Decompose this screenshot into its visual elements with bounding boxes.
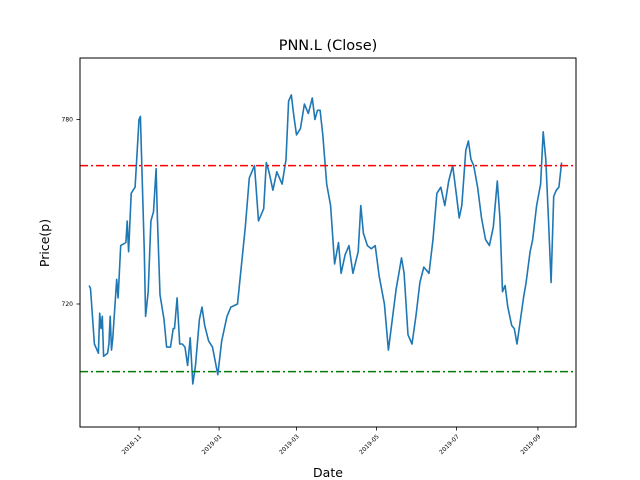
y-axis: 720 780 bbox=[62, 117, 80, 308]
chart-title: PNN.L (Close) bbox=[279, 38, 378, 54]
price-series-line bbox=[88, 94, 563, 385]
plot-area bbox=[80, 94, 576, 385]
y-axis-label: Price(p) bbox=[37, 219, 52, 267]
y-tick-label: 720 bbox=[62, 301, 74, 308]
x-axis-label: Date bbox=[313, 465, 343, 480]
axes-frame bbox=[79, 57, 577, 428]
y-tick-label: 780 bbox=[62, 117, 74, 124]
